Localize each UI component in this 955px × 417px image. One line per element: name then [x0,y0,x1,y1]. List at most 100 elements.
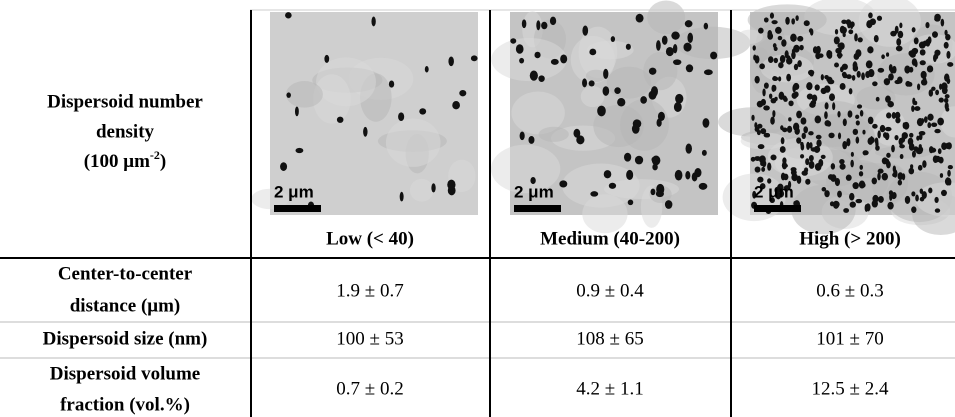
dispersoid [937,148,942,155]
dispersoid [779,55,786,64]
micrograph: 2 μm [490,0,751,234]
dispersoid [821,187,827,192]
dispersoid [757,144,765,150]
dispersoid [897,172,904,180]
scale-bar-label: 2 μm [274,182,314,201]
cell-value: 100 ± 53 [336,328,403,349]
dispersoid [931,122,938,127]
dispersoid [824,111,828,119]
dispersoid [934,208,941,213]
dispersoid [851,74,856,81]
dispersoid [934,128,941,134]
cell-value: 0.6 ± 0.3 [816,280,883,301]
dispersoid [935,89,940,96]
dispersoid [703,69,713,76]
grain-texture [491,38,567,82]
dispersoid [852,182,859,190]
dispersoid [576,135,585,145]
dispersoid [845,174,852,181]
dispersoid [884,126,892,132]
dispersoid [770,154,777,161]
dispersoid [685,170,691,180]
dispersoid [916,118,924,127]
cell-value: 12.5 ± 2.4 [812,378,889,399]
dispersoid [867,46,874,54]
dispersoid [824,190,830,198]
dispersoid [931,86,936,91]
dispersoid [656,40,661,51]
dispersoid [840,26,847,34]
header-unit: (100 μm-2) [84,148,167,173]
dispersoid [861,182,866,188]
dispersoid [812,46,818,54]
dispersoid [452,101,460,110]
dispersoid [887,101,894,108]
dispersoid [800,117,807,125]
dispersoid [759,63,765,70]
dispersoid [336,116,344,123]
dispersoid [913,146,919,152]
dispersoid [758,27,764,34]
dispersoid [866,20,873,29]
dispersoid [809,28,814,36]
dispersoid [793,91,799,98]
dispersoid [947,169,951,177]
dispersoid [530,176,536,185]
dispersoid [814,115,822,124]
dispersoid [913,37,919,45]
dispersoid [529,70,538,81]
dispersoid [672,59,682,66]
dispersoid [760,161,765,167]
dispersoid [684,20,693,28]
dispersoid [807,69,815,76]
row-label: distance (μm) [70,295,181,316]
grain-texture [718,107,788,137]
dispersoid [793,63,799,71]
dispersoid [806,141,810,150]
dispersoid [786,57,793,65]
dispersoid [787,180,792,189]
dispersoid [826,121,832,127]
dispersoid [625,43,631,50]
dispersoid [855,49,862,58]
dispersoid [914,106,921,111]
dispersoid [903,121,910,130]
dispersoid [752,45,756,51]
dispersoid [652,163,658,171]
dispersoid [833,36,840,45]
dispersoid [783,173,789,181]
dispersoid [447,179,456,190]
dispersoid [779,190,785,198]
dispersoid [816,139,822,147]
dispersoid [882,132,888,138]
grain-texture [580,85,605,108]
dispersoid [634,155,644,165]
dispersoid [294,106,299,117]
dispersoid [944,29,948,36]
dispersoid [911,105,915,112]
dispersoid [875,145,880,151]
dispersoid [928,146,934,154]
grain-texture [856,85,896,110]
dispersoid [761,166,766,172]
dispersoid [777,35,783,41]
dispersoid [582,78,588,88]
dispersoid [582,25,589,36]
dispersoid [767,162,772,171]
dispersoid [623,152,632,162]
dispersoid [698,182,708,190]
dispersoid [901,132,908,140]
dispersoid [911,27,916,33]
dispersoid [941,87,948,95]
row-label: Center-to-center [58,263,193,284]
dispersoid [786,125,793,133]
dispersoid [839,158,845,165]
dispersoid [947,62,954,67]
dispersoid [550,58,559,65]
dispersoid [763,17,769,23]
dispersoid [459,89,467,97]
dispersoid [772,76,779,81]
dispersoid [650,188,656,196]
dispersoid [790,33,797,42]
dispersoid [908,167,915,175]
